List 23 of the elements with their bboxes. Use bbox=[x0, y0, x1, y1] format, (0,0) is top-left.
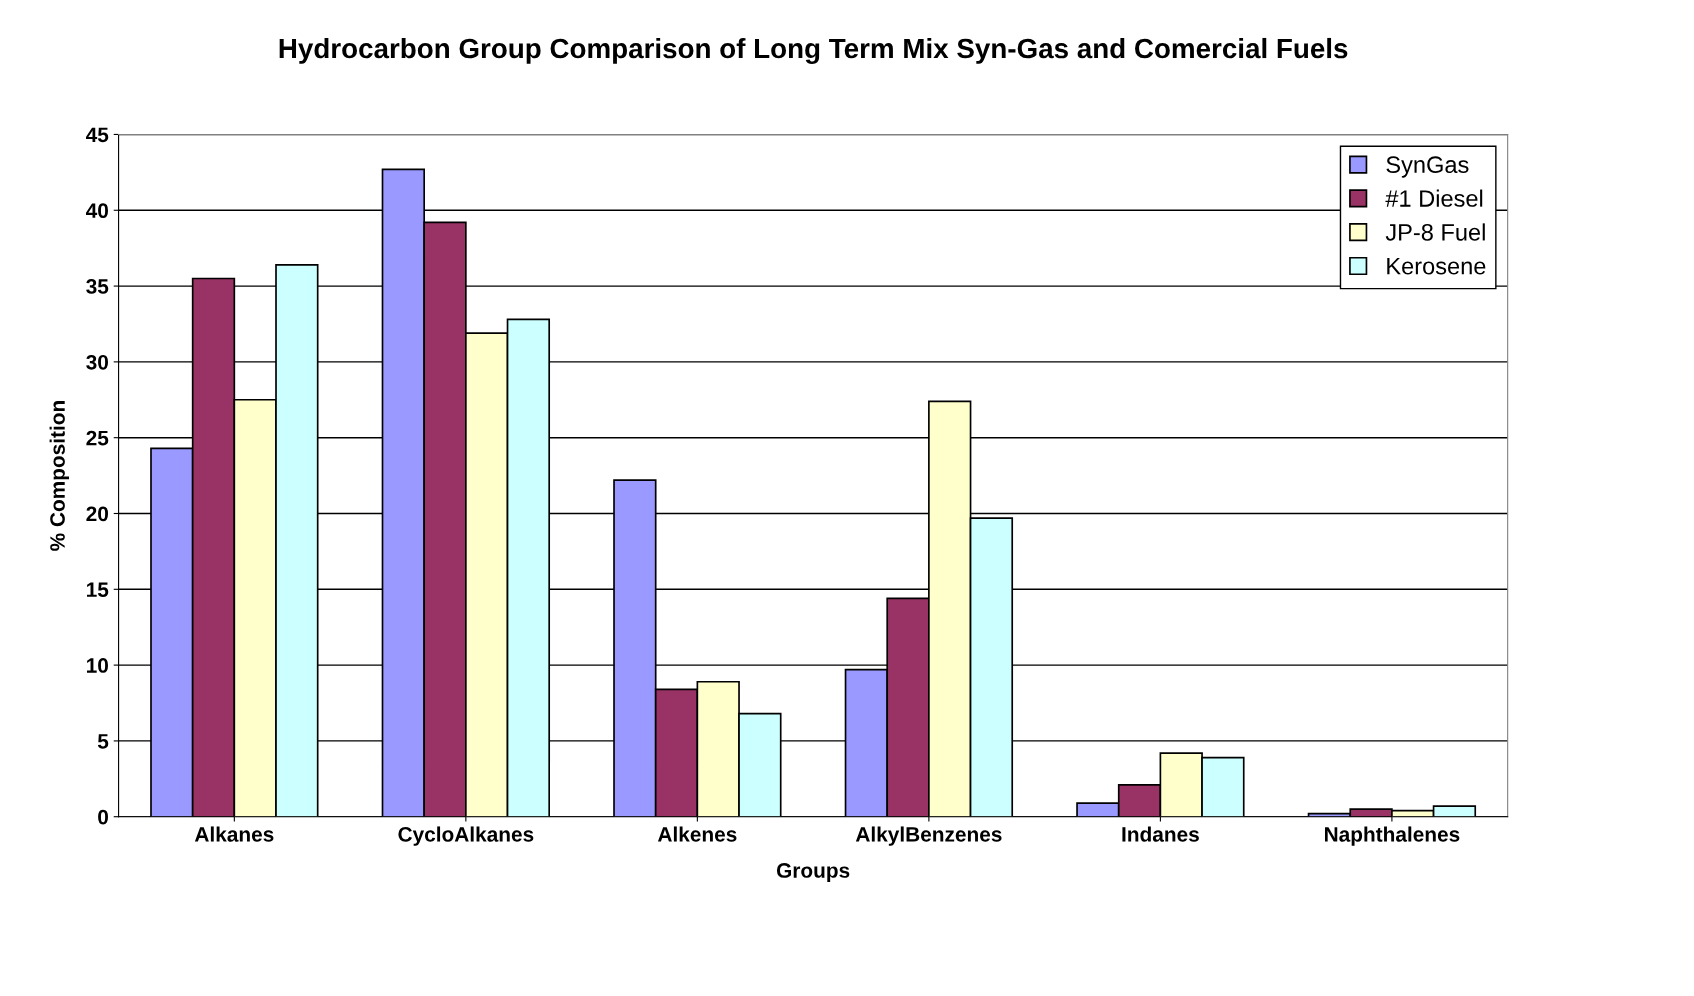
legend-label: #1 Diesel bbox=[1385, 189, 1483, 207]
x-tick-label: Alkanes bbox=[194, 826, 274, 842]
y-tick-label: 45 bbox=[86, 127, 109, 143]
x-axis-title: Groups bbox=[776, 863, 850, 882]
y-tick-label: 25 bbox=[86, 430, 109, 446]
x-tick-label: AlkylBenzenes bbox=[855, 826, 1002, 846]
y-tick-label: 35 bbox=[86, 279, 109, 294]
y-tick-label: 10 bbox=[87, 658, 109, 673]
legend-label: SynGas bbox=[1386, 156, 1469, 178]
y-tick-label: 40 bbox=[86, 203, 109, 219]
y-tick-label: 15 bbox=[87, 582, 109, 598]
legend-label: JP-8 Fuel bbox=[1385, 223, 1485, 241]
x-tick-label: Naphthalenes bbox=[1325, 826, 1460, 846]
y-tick-label: 5 bbox=[97, 734, 109, 749]
y-tick-label: 20 bbox=[86, 506, 109, 522]
legend-label: Kerosene bbox=[1387, 258, 1486, 275]
x-tick-label: Alkenes bbox=[657, 826, 737, 842]
y-tick-label: 30 bbox=[86, 354, 109, 370]
chart-title: Hydrocarbon Group Comparison of Long Term Mix Syn-Gas and Comercial Fuels bbox=[279, 37, 1348, 64]
x-tick-label: CycloAlkanes bbox=[398, 826, 534, 846]
x-tick-label: Indanes bbox=[1122, 826, 1199, 842]
y-axis-title: % Composition bbox=[49, 401, 70, 551]
y-tick-label: 0 bbox=[98, 809, 108, 825]
